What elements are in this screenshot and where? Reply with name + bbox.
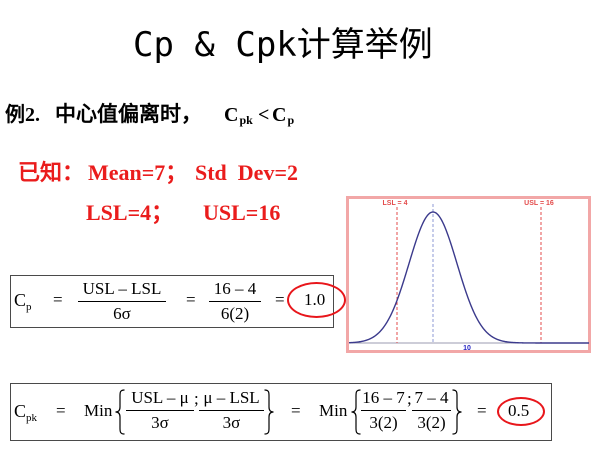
- cpk-symbol-subscript: pk: [239, 113, 253, 127]
- given-lsl: LSL=4；: [86, 200, 174, 225]
- lsl-label: LSL = 4: [383, 200, 408, 207]
- distribution-chart: LSL = 4 USL = 16 10: [346, 196, 591, 353]
- fraction-denominator: 3σ: [151, 413, 169, 432]
- given-usl: USL=16: [203, 200, 281, 225]
- fraction-denominator: 3σ: [222, 413, 241, 432]
- given-mean: Mean=7；: [88, 160, 188, 185]
- example-number: 例2.: [5, 104, 40, 126]
- cpk-upper-fraction: USL – μ 3σ: [126, 388, 194, 433]
- cpk-symbol-base: C: [224, 104, 239, 126]
- right-brace: [452, 389, 462, 435]
- cpk-symbol: Cpk: [224, 103, 253, 129]
- fraction-bar: [361, 410, 406, 411]
- distribution-curve: [348, 211, 589, 344]
- left-brace-path: [115, 389, 125, 435]
- page-title: Cp & Cpk计算举例: [133, 25, 433, 65]
- right-brace-path: [264, 389, 274, 435]
- cp-symbol-subscript: p: [287, 113, 295, 127]
- min-function: Min: [319, 401, 348, 420]
- left-brace-path: [351, 389, 361, 435]
- left-brace: [115, 389, 125, 435]
- cpk-lower-numeric-fraction: 7 – 4 3(2): [412, 388, 451, 433]
- right-brace: [264, 389, 274, 435]
- cp-formula-symbol: C: [14, 290, 27, 310]
- equals-sign: =: [275, 290, 285, 309]
- min-function: Min: [84, 401, 113, 420]
- given-std-dev: Std Dev=2: [195, 160, 298, 185]
- separator: ;: [407, 389, 412, 408]
- fraction-numerator: 16 – 4: [213, 279, 257, 298]
- cp-formula-box: C p = USL – LSL 6σ = 16 – 4 6(2) = 1.0: [10, 275, 346, 328]
- equals-sign: =: [477, 401, 487, 420]
- cp-formula-subscript: p: [26, 301, 32, 313]
- cp-symbol-base: C: [272, 104, 287, 126]
- fraction-denominator: 6(2): [220, 304, 250, 323]
- fraction-numerator: 7 – 4: [414, 388, 449, 407]
- cp-general-fraction: USL – LSL 6σ: [78, 279, 166, 324]
- cpk-formula-box: C pk = Min USL – μ 3σ ; μ – LSL 3σ = Min…: [10, 383, 552, 441]
- equals-sign: =: [53, 290, 63, 309]
- usl-label: USL = 16: [524, 200, 554, 207]
- equals-sign: =: [56, 401, 66, 420]
- cp-result-highlight-ring: [287, 282, 346, 318]
- fraction-numerator: μ – LSL: [203, 388, 260, 407]
- fraction-bar: [209, 301, 261, 302]
- fraction-denominator: 3(2): [417, 413, 446, 432]
- fraction-bar: [78, 301, 166, 302]
- cpk-upper-numeric-fraction: 16 – 7 3(2): [361, 388, 406, 433]
- fraction-bar: [126, 410, 194, 411]
- cpk-formula-symbol: C: [14, 401, 27, 421]
- less-than-sign: <: [258, 104, 270, 126]
- x-tick-label: 10: [463, 345, 471, 352]
- fraction-numerator: USL – LSL: [82, 279, 162, 298]
- cpk-result-highlight-ring: [497, 397, 545, 426]
- cpk-lower-fraction: μ – LSL 3σ: [199, 388, 264, 433]
- left-brace: [351, 389, 361, 435]
- chart-frame: [346, 196, 591, 353]
- cp-numeric-fraction: 16 – 4 6(2): [209, 279, 261, 324]
- fraction-numerator: USL – μ: [131, 388, 189, 407]
- fraction-bar: [412, 410, 451, 411]
- fraction-bar: [199, 410, 264, 411]
- cpk-formula-subscript: pk: [26, 412, 37, 424]
- equals-sign: =: [186, 290, 196, 309]
- fraction-numerator: 16 – 7: [362, 388, 405, 407]
- fraction-denominator: 3(2): [369, 413, 398, 432]
- equals-sign: =: [291, 401, 301, 420]
- cp-symbol: Cp: [272, 103, 294, 129]
- given-label: 已知：: [18, 160, 85, 185]
- separator: ;: [194, 389, 199, 408]
- right-brace-path: [452, 389, 462, 435]
- fraction-denominator: 6σ: [113, 304, 131, 323]
- example-condition: 中心值偏离时，: [55, 102, 202, 126]
